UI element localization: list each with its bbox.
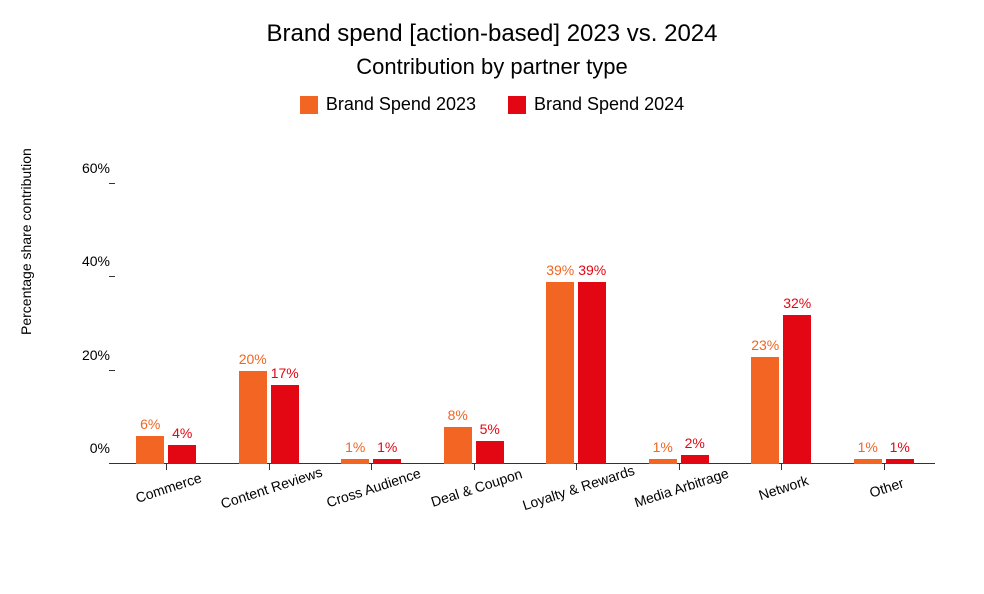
y-axis-label: Percentage share contribution (18, 148, 34, 335)
x-tick-mark (371, 464, 372, 470)
chart-zone: 0%20%40%60%6%4%20%17%1%1%8%5%39%39%1%2%2… (60, 170, 960, 550)
bar-value-label: 39% (536, 262, 584, 278)
bar-value-label: 23% (741, 337, 789, 353)
bar-value-label: 8% (434, 407, 482, 423)
bar: 1% (854, 459, 882, 464)
bar-group: 39%39% (525, 184, 628, 464)
bar-value-label: 2% (671, 435, 719, 451)
bar: 5% (476, 441, 504, 464)
legend-item-2024: Brand Spend 2024 (508, 94, 684, 115)
legend-label-2023: Brand Spend 2023 (326, 94, 476, 115)
legend: Brand Spend 2023 Brand Spend 2024 (0, 94, 984, 115)
plot-area: 0%20%40%60%6%4%20%17%1%1%8%5%39%39%1%2%2… (115, 184, 935, 464)
bar: 8% (444, 427, 472, 464)
x-axis-labels: CommerceContent ReviewsCross AudienceDea… (115, 470, 935, 540)
bar: 39% (546, 282, 574, 464)
bar: 6% (136, 436, 164, 464)
bar: 1% (886, 459, 914, 464)
bar-group: 1%1% (320, 184, 423, 464)
bar-value-label: 5% (466, 421, 514, 437)
bar-group: 6%4% (115, 184, 218, 464)
x-tick-mark (884, 464, 885, 470)
x-tick-mark (474, 464, 475, 470)
y-tick-label: 40% (65, 253, 110, 269)
title-block: Brand spend [action-based] 2023 vs. 2024… (0, 0, 984, 80)
y-tick-label: 20% (65, 347, 110, 363)
bar-value-label: 1% (844, 439, 892, 455)
bar-value-label: 1% (639, 439, 687, 455)
bar: 32% (783, 315, 811, 464)
bar-value-label: 17% (261, 365, 309, 381)
x-tick-mark (166, 464, 167, 470)
bar-value-label: 39% (568, 262, 616, 278)
chart-title: Brand spend [action-based] 2023 vs. 2024 (0, 20, 984, 48)
bar-group: 20%17% (218, 184, 321, 464)
bar: 1% (649, 459, 677, 464)
bar: 2% (681, 455, 709, 464)
chart-subtitle: Contribution by partner type (0, 54, 984, 80)
y-tick-label: 60% (65, 160, 110, 176)
x-tick-mark (781, 464, 782, 470)
bar-value-label: 32% (773, 295, 821, 311)
chart-container: Brand spend [action-based] 2023 vs. 2024… (0, 0, 984, 594)
bar: 4% (168, 445, 196, 464)
bar-value-label: 4% (158, 425, 206, 441)
bar-group: 1%2% (628, 184, 731, 464)
bar: 23% (751, 357, 779, 464)
y-tick-label: 0% (65, 440, 110, 456)
bar: 17% (271, 385, 299, 464)
bar: 1% (373, 459, 401, 464)
bar-group: 23%32% (730, 184, 833, 464)
bar-group: 8%5% (423, 184, 526, 464)
bar-value-label: 20% (229, 351, 277, 367)
bar-value-label: 6% (126, 416, 174, 432)
bar-group: 1%1% (833, 184, 936, 464)
bar-value-label: 1% (363, 439, 411, 455)
legend-label-2024: Brand Spend 2024 (534, 94, 684, 115)
x-tick-mark (269, 464, 270, 470)
bar: 1% (341, 459, 369, 464)
x-tick-mark (576, 464, 577, 470)
bar: 39% (578, 282, 606, 464)
legend-item-2023: Brand Spend 2023 (300, 94, 476, 115)
legend-swatch-2024 (508, 96, 526, 114)
bar-value-label: 1% (876, 439, 924, 455)
legend-swatch-2023 (300, 96, 318, 114)
bar: 20% (239, 371, 267, 464)
x-tick-mark (679, 464, 680, 470)
bar-value-label: 1% (331, 439, 379, 455)
